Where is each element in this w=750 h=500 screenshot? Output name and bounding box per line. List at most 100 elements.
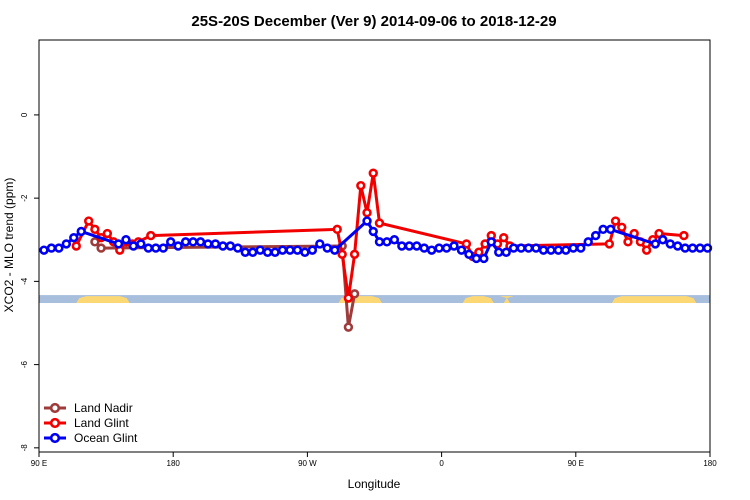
data-point <box>419 243 429 253</box>
data-point <box>151 243 161 253</box>
data-point <box>262 247 273 257</box>
data-point <box>598 224 608 235</box>
data-point <box>680 243 690 253</box>
data-point <box>456 245 467 255</box>
data-point <box>136 239 146 249</box>
data-point <box>343 322 354 332</box>
data-point <box>248 247 258 257</box>
data-point <box>665 239 675 249</box>
x-tick-label: 90 E <box>568 459 584 468</box>
plot-frame <box>38 39 711 453</box>
legend-item: Land Nadir <box>44 401 133 415</box>
series-ocean-glint <box>39 216 713 264</box>
data-point <box>356 180 366 191</box>
data-point <box>374 218 385 228</box>
data-point <box>604 239 615 249</box>
data-point <box>128 241 139 251</box>
data-point <box>54 243 64 253</box>
data-point <box>332 224 342 235</box>
series-layer <box>39 168 713 332</box>
data-point <box>300 247 310 257</box>
data-point <box>382 237 392 247</box>
data-point <box>623 237 633 247</box>
data-point <box>240 247 250 257</box>
data-point <box>576 243 586 253</box>
data-point <box>270 247 280 257</box>
data-point <box>84 216 94 226</box>
data-point <box>315 239 325 249</box>
data-point <box>538 245 549 255</box>
data-point <box>307 245 318 255</box>
data-point <box>368 168 378 178</box>
y-tick-label: -2 <box>20 194 29 202</box>
data-point <box>180 237 191 247</box>
data-point <box>195 237 206 247</box>
land-segment-3 <box>499 296 514 304</box>
data-point <box>233 243 243 253</box>
data-point <box>397 241 407 251</box>
data-point <box>210 239 221 249</box>
land-ocean-strip <box>39 295 710 304</box>
legend-item: Land Glint <box>44 416 129 430</box>
y-axis-label: XCO2 - MLO trend (ppm) <box>2 178 16 313</box>
data-point <box>330 245 340 255</box>
data-point <box>412 241 422 251</box>
data-point <box>173 241 183 251</box>
legend-swatch-marker <box>49 432 61 444</box>
legend-swatch-marker <box>49 402 61 414</box>
x-tick-label: 90 W <box>298 459 317 468</box>
legend-label: Ocean Glint <box>74 431 138 445</box>
data-point <box>650 239 661 249</box>
data-point <box>464 249 474 260</box>
data-point <box>501 247 511 257</box>
data-point <box>553 245 564 255</box>
land-segment-2 <box>462 296 494 304</box>
data-point <box>610 216 621 226</box>
data-point <box>71 241 81 251</box>
data-point <box>679 230 689 241</box>
data-point <box>546 245 556 255</box>
data-point <box>90 224 100 235</box>
legend-swatch-marker <box>49 417 61 429</box>
data-point <box>349 289 360 299</box>
data-point <box>218 241 228 251</box>
data-point <box>203 239 213 249</box>
data-point <box>146 230 156 241</box>
data-point <box>561 245 571 255</box>
data-point <box>687 243 698 253</box>
x-tick-label: 90 E <box>31 459 47 468</box>
data-point <box>695 243 705 253</box>
data-point <box>617 222 627 232</box>
data-point <box>277 245 288 255</box>
data-point <box>568 243 579 253</box>
data-point <box>449 241 459 251</box>
data-point <box>426 245 437 255</box>
x-tick-label: 180 <box>167 459 181 468</box>
data-point <box>255 245 265 255</box>
data-point <box>113 239 124 249</box>
chart-title: 25S-20S December (Ver 9) 2014-09-06 to 2… <box>191 13 556 30</box>
data-point <box>166 237 176 247</box>
x-axis-label: Longitude <box>348 477 401 491</box>
legend-label: Land Glint <box>74 416 129 430</box>
y-axis: 0 -2 -4 -6 -8 <box>20 112 39 451</box>
data-point <box>590 230 601 241</box>
legend-item: Ocean Glint <box>44 431 138 445</box>
data-point <box>292 245 303 255</box>
data-point <box>486 237 497 247</box>
data-point <box>658 235 668 245</box>
data-point <box>368 226 378 237</box>
land-segment-0 <box>76 296 130 304</box>
data-point <box>121 235 131 245</box>
data-point <box>508 243 519 253</box>
data-point <box>322 243 332 253</box>
y-tick-label: 0 <box>20 112 29 117</box>
legend-label: Land Nadir <box>74 401 133 415</box>
data-point <box>494 247 504 257</box>
data-point <box>605 224 616 235</box>
data-point <box>69 232 79 243</box>
data-point <box>461 239 472 249</box>
series-land-nadir <box>90 237 360 332</box>
